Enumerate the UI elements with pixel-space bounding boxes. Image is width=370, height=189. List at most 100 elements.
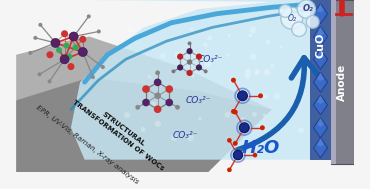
Circle shape xyxy=(233,110,238,115)
Polygon shape xyxy=(16,77,272,172)
Circle shape xyxy=(73,44,78,50)
Polygon shape xyxy=(71,0,354,160)
Text: O₂: O₂ xyxy=(303,4,313,13)
Circle shape xyxy=(280,46,283,49)
Circle shape xyxy=(160,53,165,59)
Circle shape xyxy=(192,74,195,78)
Text: EPR, UV-Vis, Raman, X-ray analysis: EPR, UV-Vis, Raman, X-ray analysis xyxy=(35,104,139,185)
Text: CuO: CuO xyxy=(315,33,325,58)
Circle shape xyxy=(78,47,87,57)
Circle shape xyxy=(91,75,95,79)
Circle shape xyxy=(306,15,319,28)
Text: CO₃²⁻: CO₃²⁻ xyxy=(198,55,223,64)
Polygon shape xyxy=(317,4,324,13)
Circle shape xyxy=(245,74,250,79)
Circle shape xyxy=(141,127,146,132)
Polygon shape xyxy=(317,138,324,147)
Circle shape xyxy=(165,85,173,93)
Circle shape xyxy=(239,123,249,133)
Circle shape xyxy=(263,94,268,99)
Circle shape xyxy=(61,30,68,37)
Circle shape xyxy=(142,99,150,106)
Polygon shape xyxy=(317,95,324,104)
Circle shape xyxy=(270,64,275,68)
Circle shape xyxy=(252,112,257,117)
Circle shape xyxy=(231,109,236,114)
Circle shape xyxy=(142,85,150,93)
Circle shape xyxy=(187,134,194,141)
Polygon shape xyxy=(313,118,327,138)
Circle shape xyxy=(203,42,208,47)
Circle shape xyxy=(228,34,231,37)
Circle shape xyxy=(79,36,86,43)
Bar xyxy=(331,0,354,164)
Text: O₂: O₂ xyxy=(288,14,297,23)
Circle shape xyxy=(60,55,69,64)
Polygon shape xyxy=(317,72,324,81)
Circle shape xyxy=(204,69,208,73)
Polygon shape xyxy=(313,4,327,24)
Circle shape xyxy=(263,113,266,117)
Circle shape xyxy=(177,64,183,70)
Circle shape xyxy=(174,52,180,57)
Circle shape xyxy=(198,117,202,120)
Circle shape xyxy=(231,78,236,83)
Polygon shape xyxy=(313,138,327,158)
Circle shape xyxy=(226,54,229,57)
Text: STRUCTURAL
TRANSFORMATION OF WOCs: STRUCTURAL TRANSFORMATION OF WOCs xyxy=(72,93,170,172)
Circle shape xyxy=(281,7,303,29)
Bar xyxy=(331,0,336,164)
Text: H₂O: H₂O xyxy=(242,139,280,157)
Polygon shape xyxy=(313,95,327,115)
Circle shape xyxy=(241,117,246,122)
Circle shape xyxy=(233,141,238,146)
Text: CO₃²⁻: CO₃²⁻ xyxy=(186,96,211,105)
Circle shape xyxy=(47,79,51,83)
Circle shape xyxy=(63,43,70,49)
Circle shape xyxy=(87,14,91,19)
Circle shape xyxy=(265,40,270,45)
Circle shape xyxy=(227,138,232,143)
FancyArrowPatch shape xyxy=(238,58,319,150)
Circle shape xyxy=(151,102,156,106)
Circle shape xyxy=(56,47,62,53)
Circle shape xyxy=(154,92,161,99)
Text: CO₃²⁻: CO₃²⁻ xyxy=(172,131,198,139)
Circle shape xyxy=(131,34,137,40)
Circle shape xyxy=(233,150,243,160)
Circle shape xyxy=(245,69,251,75)
Circle shape xyxy=(127,26,133,32)
Circle shape xyxy=(208,36,212,41)
Circle shape xyxy=(263,69,270,76)
Circle shape xyxy=(253,153,257,157)
Polygon shape xyxy=(317,118,324,127)
Circle shape xyxy=(171,135,177,141)
Circle shape xyxy=(154,79,161,86)
Circle shape xyxy=(155,121,161,127)
Circle shape xyxy=(28,51,32,55)
Circle shape xyxy=(148,75,151,79)
Circle shape xyxy=(186,70,193,76)
Circle shape xyxy=(259,135,264,139)
Circle shape xyxy=(51,38,60,47)
Circle shape xyxy=(260,125,265,130)
Circle shape xyxy=(154,105,161,113)
Circle shape xyxy=(66,53,72,60)
Circle shape xyxy=(254,69,260,74)
Circle shape xyxy=(38,23,43,27)
Circle shape xyxy=(225,112,230,118)
Circle shape xyxy=(97,29,101,33)
Circle shape xyxy=(33,36,37,40)
Circle shape xyxy=(101,65,105,69)
Circle shape xyxy=(47,51,54,58)
Circle shape xyxy=(248,34,252,37)
Circle shape xyxy=(177,53,183,60)
Bar xyxy=(310,0,331,160)
Circle shape xyxy=(298,127,304,133)
Circle shape xyxy=(172,69,175,73)
Circle shape xyxy=(37,72,41,76)
Circle shape xyxy=(250,53,257,60)
Text: Anode: Anode xyxy=(337,64,347,101)
Circle shape xyxy=(69,32,78,41)
Circle shape xyxy=(274,93,280,99)
